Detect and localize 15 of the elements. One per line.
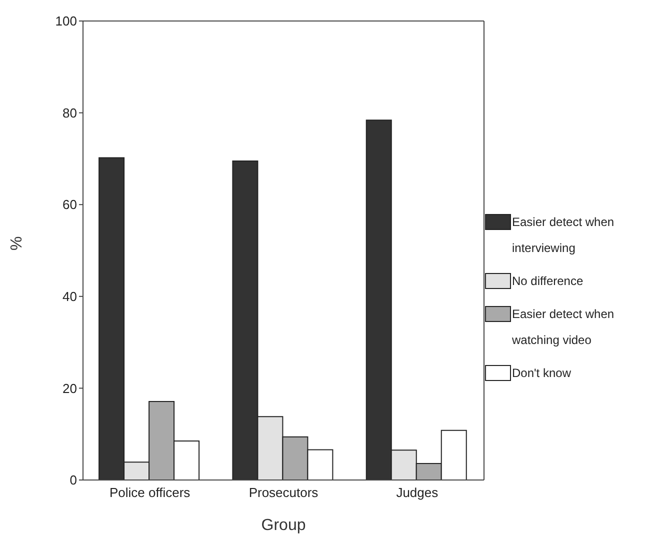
y-tick-label: 100 [55,14,77,29]
x-tick-label: Judges [396,485,439,500]
x-tick-label: Police officers [109,485,191,500]
x-axis-title: Group [261,517,306,534]
y-tick-label: 20 [62,380,77,396]
y-tick-label: 80 [62,105,77,120]
legend-label: Easier detect when watching video [511,306,616,349]
y-axis-title: % [8,236,26,250]
legend-label: Don't know [511,365,572,382]
legend-label: Easier detect when interviewing [511,214,616,257]
y-tick-label: 0 [70,472,77,488]
y-tick-label: 40 [62,289,77,304]
x-tick-label: Prosecutors [248,485,319,500]
y-tick-label: 60 [62,197,77,212]
legend-label: No difference [511,273,584,290]
